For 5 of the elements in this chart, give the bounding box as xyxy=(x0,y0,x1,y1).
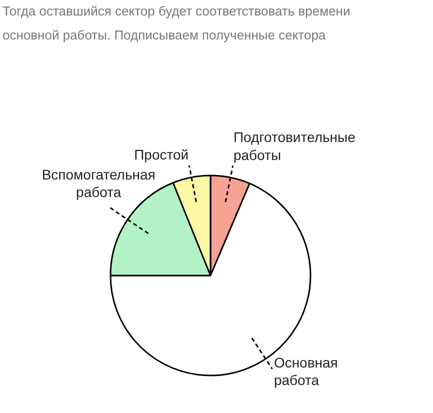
slice-label: Вспомогательная работа xyxy=(42,166,156,200)
slice-label: Основная работа xyxy=(274,354,338,388)
text: Тогда оставшийся сектор будет соответствовать времени основной работы. Подписываем полученные сектора xyxy=(2,4,350,42)
slice-label: Подготовительные работы xyxy=(233,129,356,163)
slice-label: Простой xyxy=(134,146,189,163)
